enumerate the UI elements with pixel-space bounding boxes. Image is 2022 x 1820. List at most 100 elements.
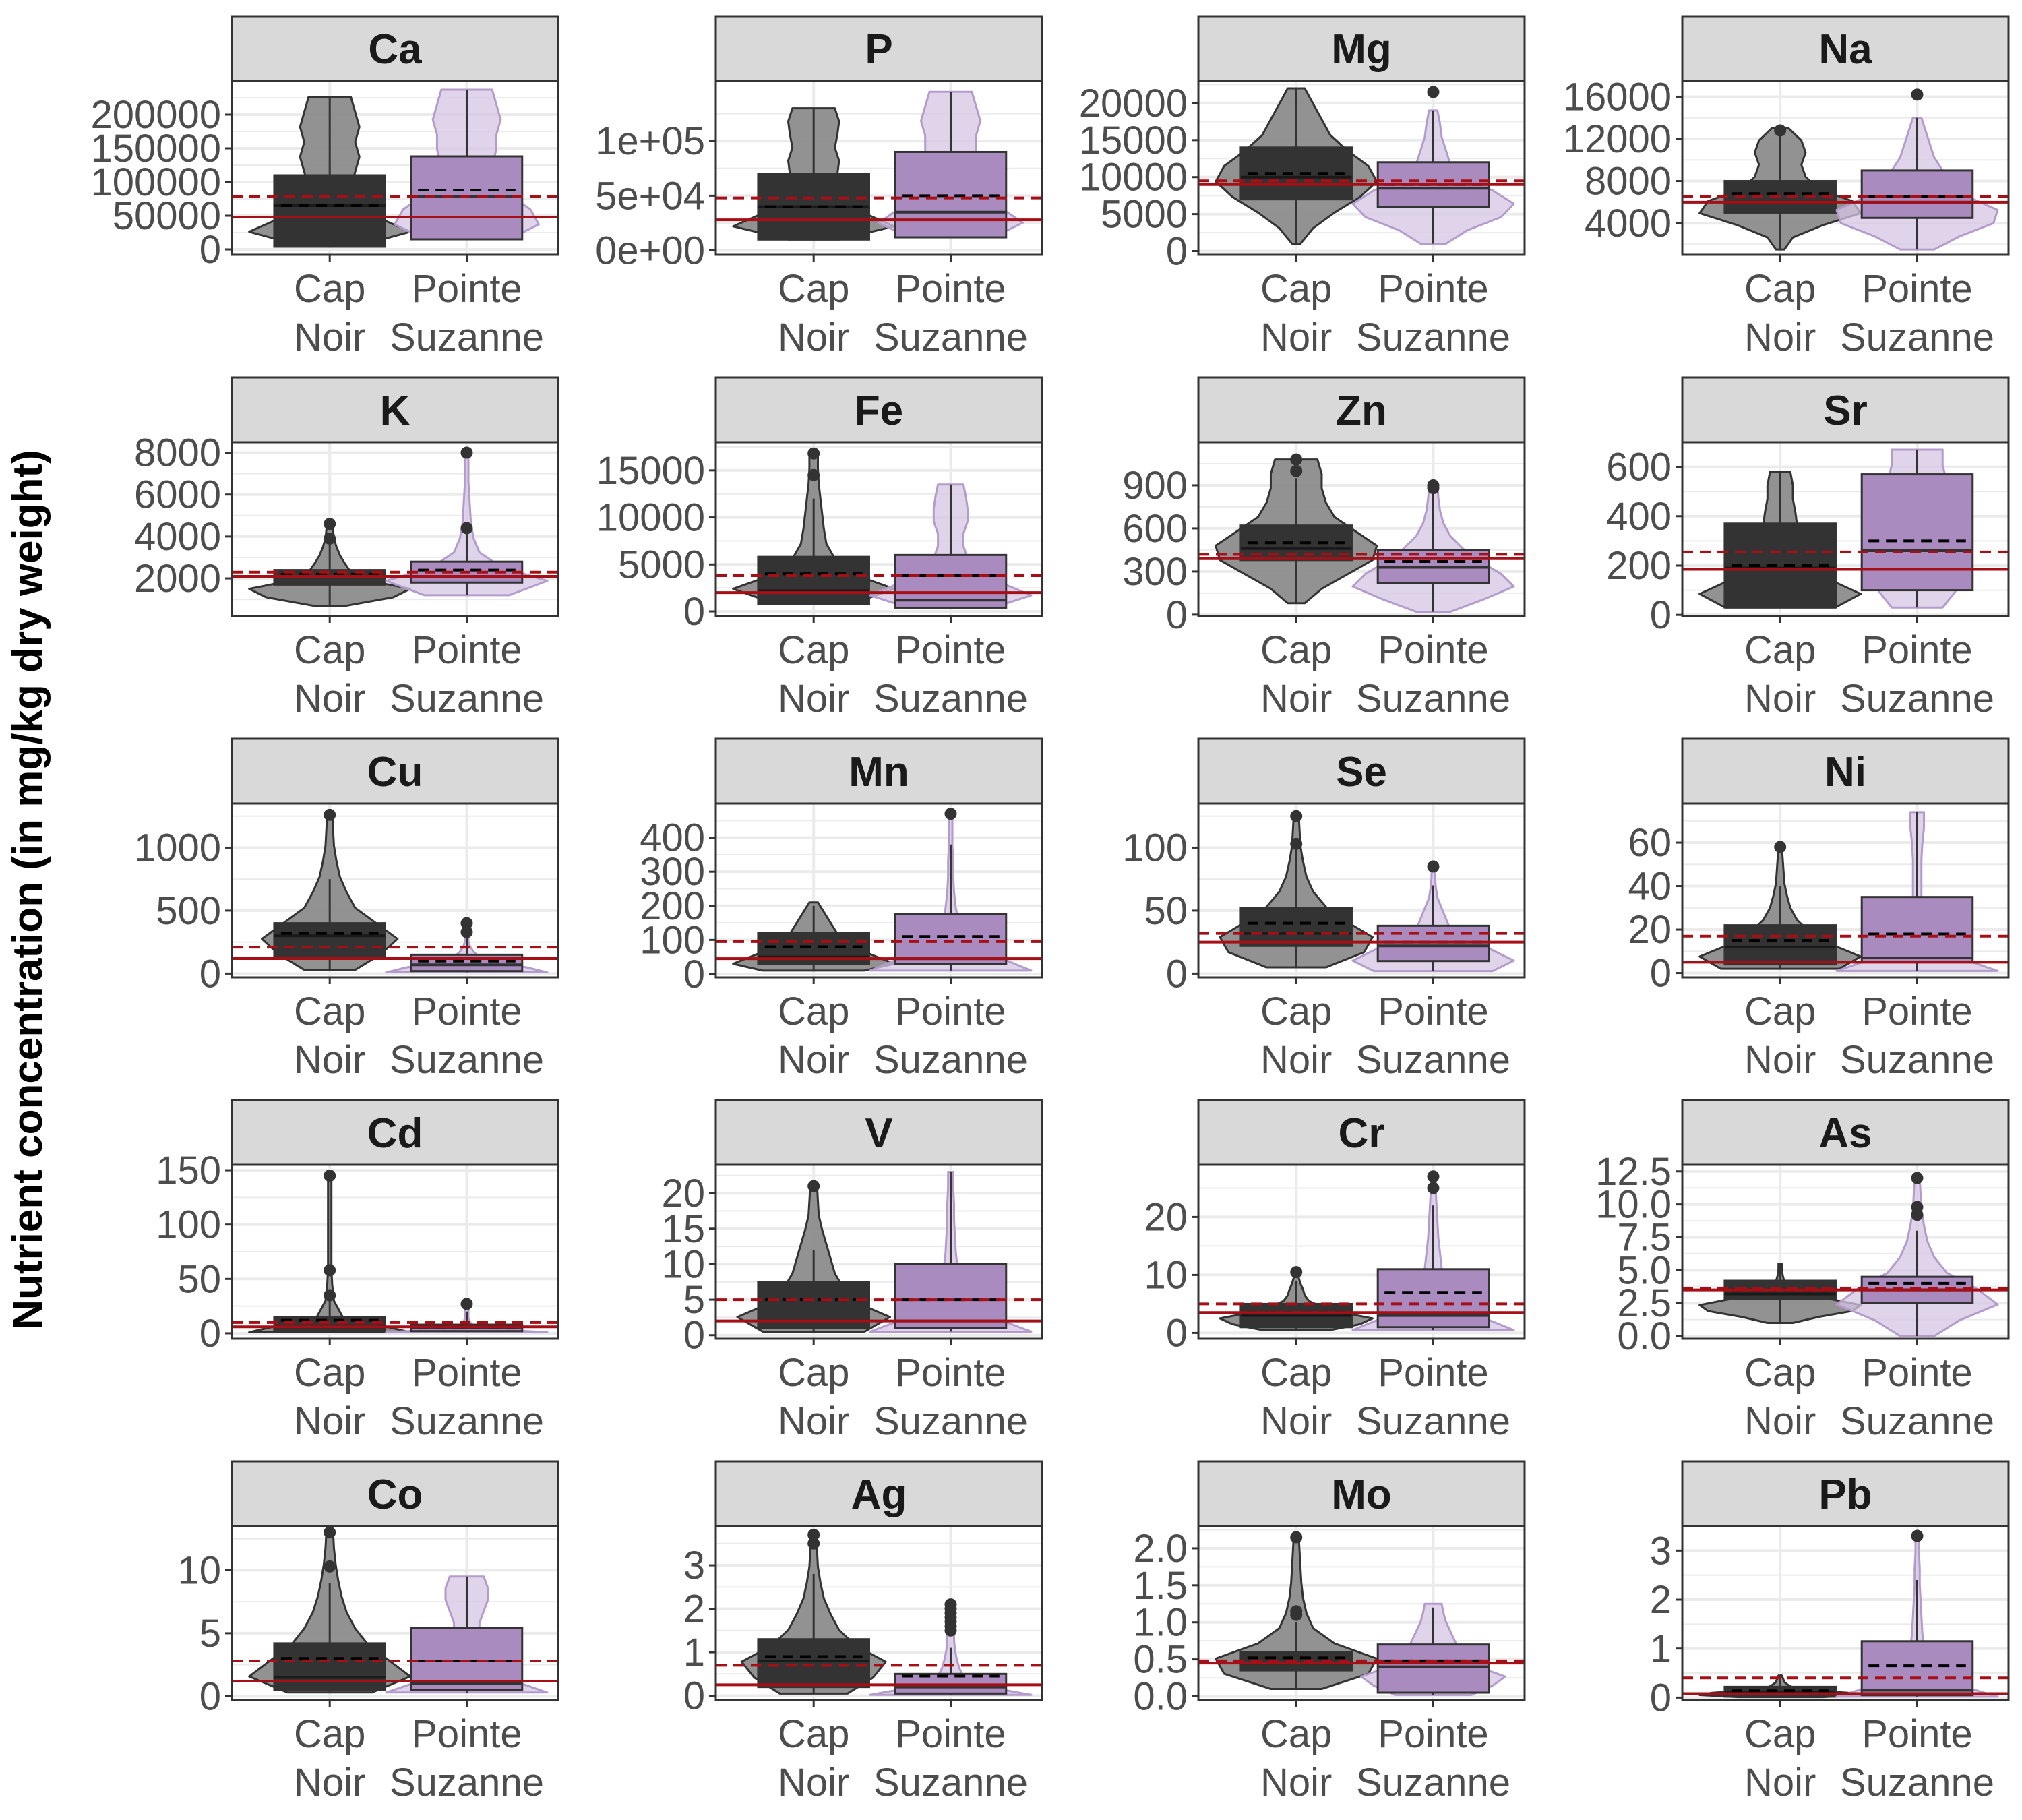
x-tick-label: Pointe (1378, 628, 1488, 672)
panel-strip (1681, 737, 2010, 805)
y-tick-label: 3 (683, 1544, 705, 1587)
y-tick-label: 50 (177, 1257, 221, 1301)
panel-title: Na (1818, 26, 1872, 73)
box-cap-noir (273, 1642, 386, 1691)
x-tick-label: Noir (294, 315, 365, 359)
outlier-point-cap-noir (1290, 464, 1303, 477)
plot-area (1198, 453, 1525, 613)
y-tick-label: 15 (661, 1207, 705, 1251)
x-tick-label: Noir (778, 315, 849, 359)
y-tick-label: 0 (1650, 593, 1672, 637)
x-tick-label: Cap (1260, 1712, 1332, 1756)
outlier-point-cap-noir (324, 1560, 336, 1573)
panel-grid: Ca050000100000150000200000CapNoirPointeS… (90, 15, 2010, 1804)
x-tick-label: Pointe (895, 267, 1006, 311)
box-pointe-suzanne (1376, 1268, 1490, 1329)
plot-area (1682, 88, 2009, 251)
x-tick-label: Pointe (895, 1712, 1006, 1756)
box-cap-noir (1723, 522, 1837, 609)
x-tick-label: Noir (778, 1761, 849, 1804)
x-tick-label: Noir (778, 1038, 849, 1082)
x-tick-label: Cap (778, 990, 849, 1033)
x-tick-label: Cap (778, 267, 849, 311)
outlier-point-cap-noir (324, 808, 336, 821)
panel-strip (714, 15, 1043, 82)
box-cap-noir (1239, 907, 1353, 947)
y-tick-label: 1000 (134, 826, 221, 870)
y-tick-label: 400 (1606, 495, 1672, 539)
x-tick-label: Suzanne (390, 677, 544, 721)
y-tick-label: 15000 (596, 449, 705, 493)
outlier-point-pointe-suzanne (460, 522, 473, 535)
panel-mo: Mo 0.00.51.01.52.0 Cap Noir Pointe Suzanne (1133, 1460, 1526, 1804)
outlier-point-cap-noir (1290, 1266, 1303, 1279)
panel-title: Mg (1331, 26, 1392, 73)
outlier-point-cap-noir (1290, 837, 1303, 850)
panel-border (231, 441, 559, 617)
outlier-point-pointe-suzanne (460, 446, 473, 459)
y-tick-label: 20 (1628, 908, 1672, 952)
plot-area (1198, 810, 1525, 973)
y-tick-label: 0 (683, 952, 705, 996)
y-tick-label: 400 (640, 816, 705, 860)
panel-strip (231, 1099, 559, 1166)
y-tick-label: 5 (683, 1278, 705, 1322)
plot-area (1682, 1172, 2009, 1337)
x-tick-label: Pointe (411, 628, 522, 672)
outlier-point-cap-noir (324, 532, 336, 545)
x-tick-label: Pointe (411, 1712, 522, 1756)
outlier-point-pointe-suzanne (1911, 1172, 1924, 1184)
y-tick-label: 10000 (1079, 156, 1188, 200)
y-tick-label: 1 (1650, 1627, 1672, 1671)
panel-strip (1197, 1460, 1526, 1527)
plot-area (232, 446, 558, 607)
outlier-point-cap-noir (807, 468, 820, 481)
box-cap-noir (1723, 924, 1837, 966)
box-cap-noir (273, 922, 386, 960)
x-tick-label: Suzanne (1840, 677, 1994, 721)
panel-title: Ni (1825, 749, 1866, 795)
x-tick-label: Pointe (895, 990, 1006, 1033)
y-tick-label: 300 (1122, 550, 1188, 594)
box-pointe-suzanne (1376, 1643, 1490, 1694)
box-pointe-suzanne (894, 150, 1008, 239)
x-tick-label: Cap (1260, 267, 1332, 311)
x-tick-label: Suzanne (1356, 1038, 1510, 1082)
y-tick-label: 100 (156, 1203, 221, 1247)
y-tick-label: 100 (640, 918, 705, 962)
x-tick-label: Suzanne (1840, 1399, 1994, 1443)
outlier-point-cap-noir (1290, 1531, 1303, 1544)
y-tick-label: 4000 (1585, 202, 1672, 245)
y-tick-label: 20 (1144, 1195, 1188, 1239)
panel-strip (1681, 1460, 2010, 1527)
x-tick-label: Pointe (1862, 990, 1972, 1033)
y-tick-label: 5000 (618, 543, 705, 586)
panel-border (1197, 1525, 1526, 1701)
y-tick-label: 1.0 (1133, 1601, 1188, 1645)
y-tick-label: 300 (640, 850, 705, 894)
y-tick-label: 60 (1628, 821, 1672, 865)
x-tick-label: Pointe (411, 267, 522, 311)
outlier-point-pointe-suzanne (1427, 479, 1440, 491)
x-tick-label: Noir (1260, 677, 1332, 721)
panel-title: Cd (367, 1110, 423, 1157)
panel-border (714, 1163, 1043, 1340)
y-tick-label: 200 (1606, 544, 1672, 588)
x-tick-label: Cap (1260, 990, 1332, 1033)
x-tick-label: Pointe (1862, 267, 1972, 311)
box-pointe-suzanne (1860, 1640, 1974, 1697)
x-tick-label: Pointe (1378, 1712, 1488, 1756)
y-tick-label: 200000 (90, 93, 221, 137)
y-tick-label: 5 (200, 1612, 221, 1656)
box-cap-noir (1239, 146, 1353, 201)
y-tick-label: 200 (640, 884, 705, 928)
y-tick-label: 40 (1628, 865, 1672, 909)
panel-strip (714, 737, 1043, 805)
panel-title: Pb (1818, 1472, 1872, 1518)
x-tick-label: Noir (778, 677, 849, 721)
outlier-point-cap-noir (1774, 124, 1787, 137)
y-tick-label: 0 (1650, 1676, 1672, 1720)
